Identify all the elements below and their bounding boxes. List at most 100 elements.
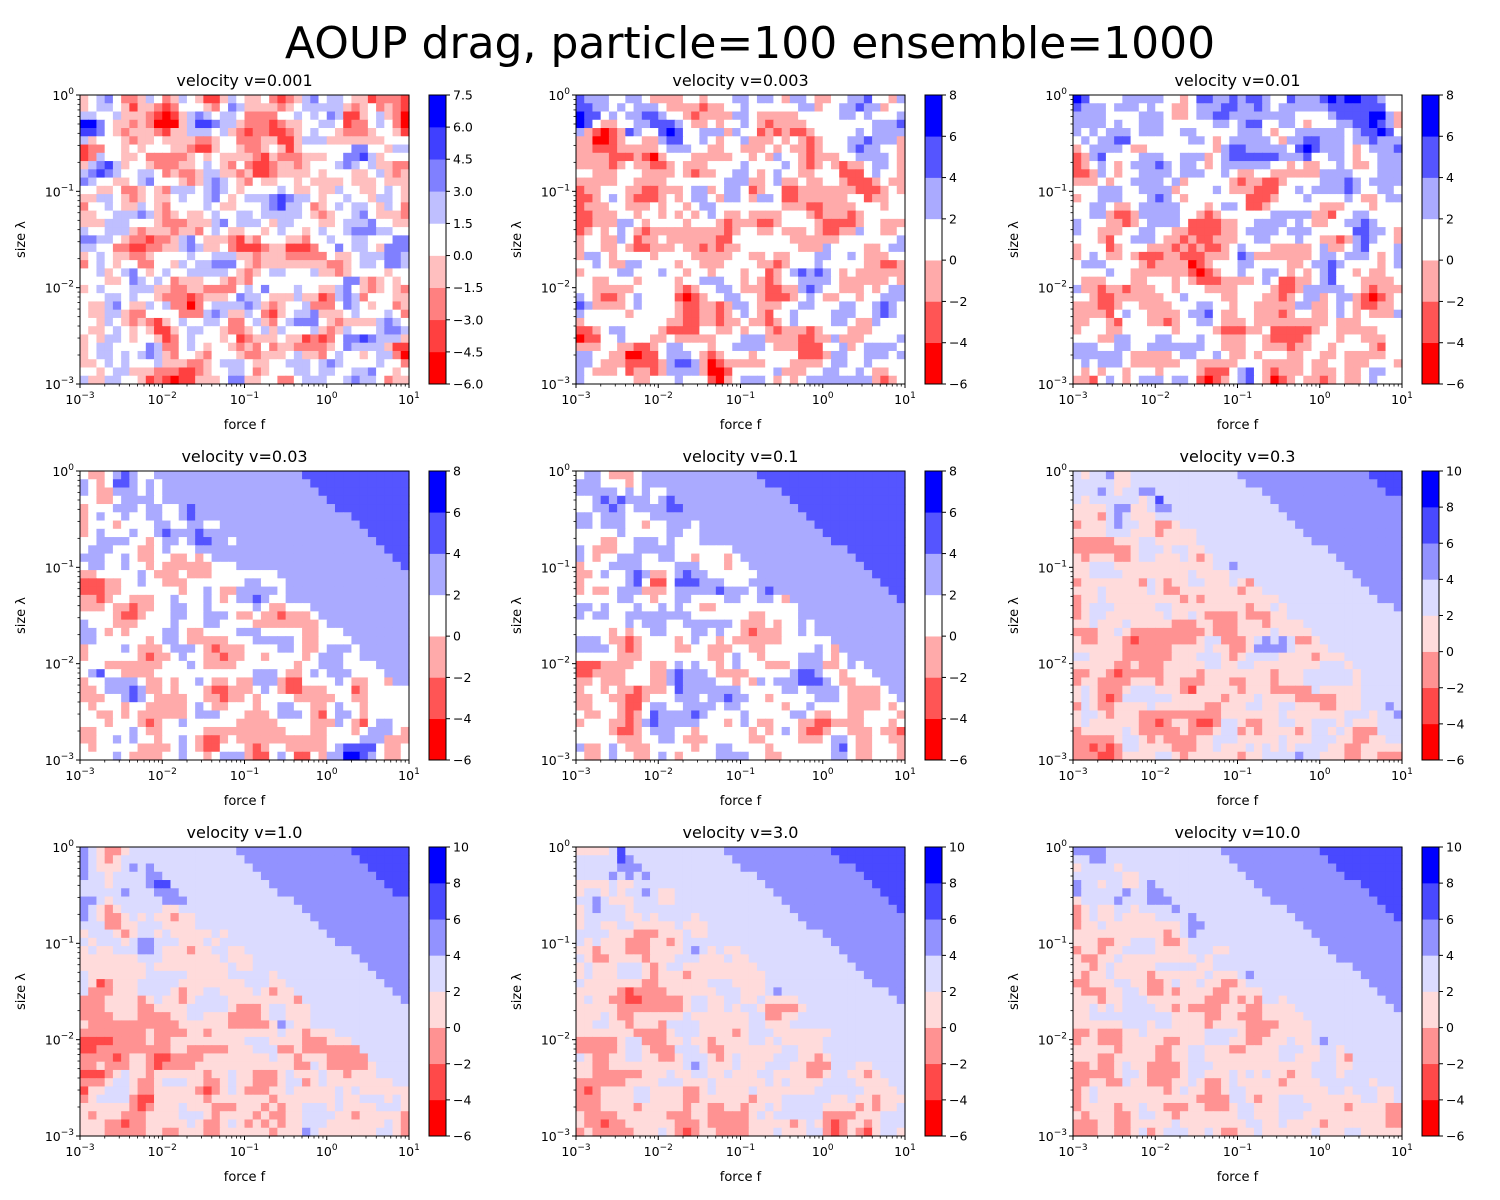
heatmap-cell [310, 545, 320, 555]
heatmap-cell [1344, 251, 1354, 261]
heatmap-cell [592, 185, 602, 195]
heatmap-cell [137, 136, 147, 146]
heatmap-cell [1155, 309, 1165, 319]
heatmap-cell [600, 210, 610, 220]
heatmap-cell [104, 293, 114, 303]
heatmap-cell [88, 537, 98, 546]
heatmap-cell [724, 169, 733, 179]
heatmap-cell [392, 136, 402, 146]
heatmap-cell [121, 334, 130, 344]
heatmap-cell [236, 103, 246, 113]
heatmap-cell [219, 471, 229, 480]
heatmap-cell [376, 235, 385, 245]
heatmap-cell [228, 512, 237, 522]
heatmap-cell [1385, 144, 1395, 154]
heatmap-cell [170, 227, 180, 236]
heatmap-cell [211, 367, 221, 377]
heatmap-cell [756, 144, 766, 154]
heatmap-cell [178, 553, 188, 563]
heatmap-cell [1262, 326, 1271, 336]
heatmap-cell [1262, 177, 1271, 187]
heatmap-cell [1155, 334, 1165, 344]
heatmap-cell [129, 342, 139, 352]
heatmap-cell [318, 326, 328, 336]
heatmap-cell [781, 136, 791, 146]
heatmap-cell [277, 243, 287, 253]
heatmap-cell [228, 103, 237, 113]
heatmap-cell [236, 177, 246, 187]
heatmap-cell [1114, 161, 1123, 170]
heatmap-cell [195, 520, 204, 530]
heatmap-cell [1122, 235, 1132, 245]
heatmap-cell [576, 326, 585, 336]
heatmap-cell [600, 227, 610, 236]
heatmap-cell [888, 119, 898, 129]
heatmap-cell [1229, 119, 1239, 129]
heatmap-cell [880, 185, 890, 195]
heatmap-cell [88, 119, 98, 129]
heatmap-cell [285, 144, 295, 154]
heatmap-cell [1179, 301, 1189, 311]
heatmap-cell [1179, 210, 1189, 220]
heatmap-cell [343, 185, 353, 195]
heatmap-cell [1336, 235, 1346, 245]
heatmap-cell [650, 194, 659, 203]
heatmap-cell [1188, 235, 1197, 245]
heatmap-cell [285, 520, 295, 530]
heatmap-cell [384, 268, 394, 278]
heatmap-cell [392, 169, 402, 179]
heatmap-cell [765, 284, 774, 294]
heatmap-cell [343, 326, 353, 336]
heatmap-cell [896, 317, 906, 327]
heatmap-cell [310, 235, 320, 245]
heatmap-cell [269, 111, 278, 121]
heatmap-cell [699, 284, 709, 294]
heatmap-cell [186, 210, 196, 220]
heatmap-cell [1212, 202, 1222, 212]
heatmap-cell [781, 218, 791, 228]
heatmap-cell [789, 260, 799, 269]
heatmap-cell [732, 136, 742, 146]
heatmap-cell [576, 111, 585, 121]
y-tick-label: 10−1 [45, 183, 74, 199]
heatmap-cell [1237, 326, 1247, 336]
heatmap-cell [1179, 136, 1189, 146]
heatmap-cell [252, 268, 262, 278]
heatmap-cell [1196, 334, 1206, 344]
heatmap-cell [584, 177, 594, 187]
heatmap-cell [252, 309, 262, 319]
heatmap-cell [847, 268, 857, 278]
heatmap-cell [244, 268, 254, 278]
heatmap-cell [576, 227, 585, 236]
heatmap-cell [1278, 301, 1288, 311]
heatmap-cell [1237, 293, 1247, 303]
heatmap-cell [789, 185, 799, 195]
heatmap-cell [674, 284, 684, 294]
heatmap-cell [392, 520, 402, 530]
heatmap-cell [154, 561, 163, 571]
heatmap-cell [1286, 251, 1296, 261]
heatmap-cell [1097, 177, 1107, 187]
heatmap-cell [162, 545, 172, 555]
heatmap-cell [236, 95, 246, 104]
heatmap-cell [691, 284, 700, 294]
colorbar: −6.0−4.5−3.0−1.50.01.53.04.56.07.5 [428, 88, 483, 392]
heatmap [80, 95, 410, 385]
heatmap-cell [1352, 103, 1362, 113]
heatmap-cell [376, 471, 385, 480]
heatmap-cell [277, 528, 287, 538]
heatmap-cell [682, 342, 692, 352]
heatmap-cell [1303, 177, 1313, 187]
heatmap-cell [334, 284, 344, 294]
heatmap-cell [162, 136, 172, 146]
x-tick-label: 10−1 [726, 391, 755, 407]
heatmap-cell [104, 95, 114, 104]
heatmap-cell [608, 152, 618, 162]
heatmap-cell [310, 342, 320, 352]
heatmap-cell [121, 471, 130, 480]
heatmap-cell [773, 326, 783, 336]
heatmap-cell [269, 375, 278, 385]
heatmap-cell [137, 218, 147, 228]
heatmap-cell [392, 350, 402, 360]
heatmap-cell [1245, 161, 1255, 170]
